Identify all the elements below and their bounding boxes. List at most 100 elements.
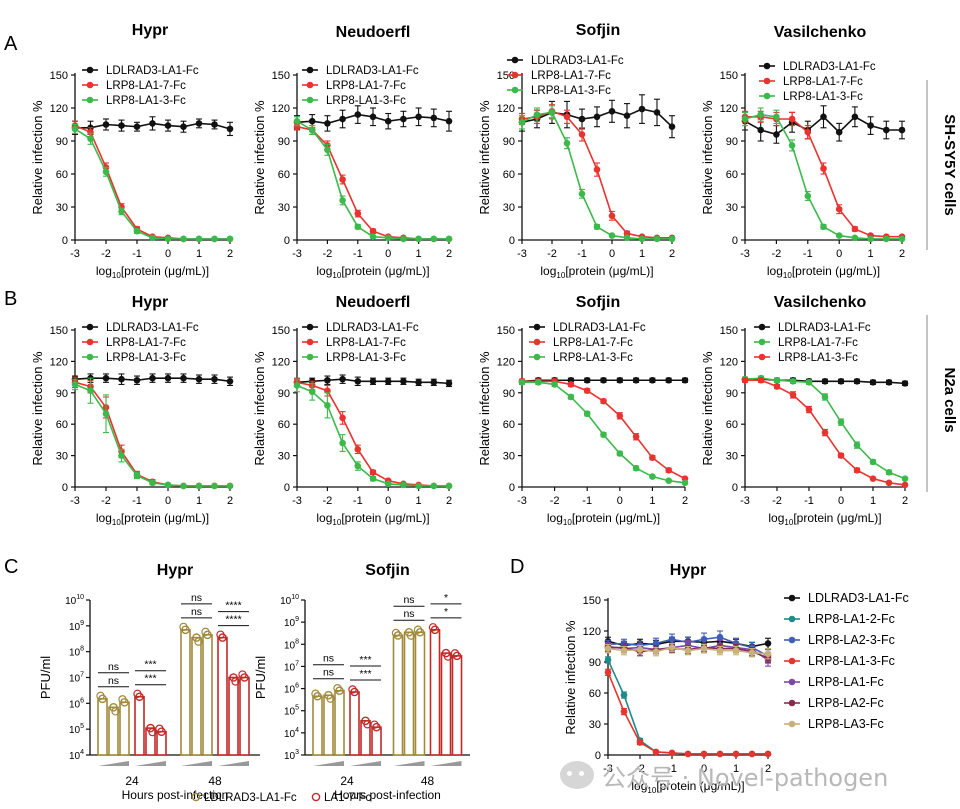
legend-label: LDLRAD3-LA1-Fc <box>778 322 871 334</box>
data-point <box>732 647 740 654</box>
y-tick-label: 109 <box>69 620 84 633</box>
data-point <box>851 113 859 121</box>
y-tick-base: 10 <box>284 662 296 673</box>
bar <box>108 706 119 756</box>
x-axis-label-part: log <box>631 779 647 793</box>
data-point <box>71 125 79 133</box>
data-point <box>149 120 156 127</box>
y-tick-label: 105 <box>284 705 299 718</box>
series-lrp8-la1-3-fc: LRP8-LA1-3-Fc <box>741 352 909 489</box>
bar <box>217 636 228 756</box>
data-point <box>443 652 453 661</box>
data-point <box>164 481 172 489</box>
legend-label: LA1-7-Fc <box>324 792 372 804</box>
y-tick-label: 60 <box>278 169 290 181</box>
y-axis-label: Relative infection % <box>477 351 492 466</box>
data-point <box>324 146 331 154</box>
y-tick-exp: 9 <box>80 620 84 627</box>
data-point <box>201 627 210 637</box>
series-lrp8-la1-3-fc: LRP8-LA1-3-Fc <box>604 654 895 758</box>
data-point <box>700 645 708 652</box>
legend-marker <box>763 77 771 85</box>
data-point <box>853 441 861 449</box>
legend-label: LRP8-LA1-7-Fc <box>553 337 633 349</box>
y-tick-label: 150 <box>497 70 515 82</box>
legend-marker <box>86 353 94 361</box>
data-point <box>652 648 660 655</box>
legend-marker <box>306 353 314 361</box>
legend-marker <box>533 338 541 346</box>
panel-letter-c: C <box>4 556 18 578</box>
x-axis-label-sub: 10 <box>784 518 793 527</box>
y-tick-label: 30 <box>503 451 515 463</box>
data-point <box>118 122 125 129</box>
x-tick-label: -3 <box>292 248 302 260</box>
y-tick-label: 30 <box>503 202 515 214</box>
data-point <box>789 391 797 399</box>
series-line <box>74 124 230 240</box>
data-point <box>533 111 541 118</box>
data-point <box>339 375 346 383</box>
data-point <box>563 139 571 147</box>
x-tick-label: 1 <box>868 248 874 260</box>
series-line <box>745 116 902 238</box>
data-point <box>757 376 765 384</box>
legend-label: LRP8-LA3-Fc <box>808 717 884 731</box>
legend-marker <box>758 353 766 361</box>
legend-marker <box>763 92 771 100</box>
legend-label: LRP8-LA1-3-Fc <box>778 352 858 364</box>
x-tick-label: -1 <box>132 248 142 260</box>
data-point <box>851 225 859 233</box>
legend-marker <box>86 96 94 104</box>
x-axis-label-sub: 10 <box>563 518 572 527</box>
time-label: 48 <box>421 774 435 788</box>
x-tick-label: -1 <box>132 495 142 507</box>
data-point <box>885 379 893 386</box>
sig-label: ns <box>108 661 119 673</box>
series-line <box>607 672 768 755</box>
data-point <box>384 234 392 242</box>
data-point <box>339 414 346 422</box>
data-point <box>567 393 575 401</box>
data-point <box>146 723 155 733</box>
data-point <box>369 469 377 476</box>
legend-marker <box>86 81 94 89</box>
x-axis-label: log10[protein (μg/mL)] <box>96 511 209 527</box>
chart-title: Sofjin <box>365 562 409 579</box>
data-point <box>748 750 756 758</box>
bar-group <box>216 630 250 766</box>
bar-group <box>391 625 426 766</box>
y-tick-label: 30 <box>726 451 738 463</box>
data-point <box>578 115 586 123</box>
legend-label: LRP8-LA1-2-Fc <box>808 612 895 626</box>
data-point <box>757 111 764 118</box>
concentration-wedge <box>135 761 166 766</box>
series-lrp8-la1-3-fc: LRP8-LA1-3-Fc <box>518 352 689 487</box>
bar <box>202 633 213 756</box>
y-tick-label: 107 <box>69 672 84 685</box>
data-point <box>148 727 157 737</box>
legend-label: LRP8-LA1-7-Fc <box>531 70 611 82</box>
y-axis-label: Relative infection % <box>477 100 492 215</box>
data-point <box>578 190 586 198</box>
x-tick-label: 2 <box>446 248 452 260</box>
legend-label: LRP8-LA1-Fc <box>808 675 884 689</box>
x-tick-label: 2 <box>682 495 688 507</box>
series-lrp8-la3-fc: LRP8-LA3-Fc <box>604 642 884 731</box>
x-axis-label-part: [protein (μg/mL)] <box>341 264 429 278</box>
data-point <box>333 683 342 693</box>
data-point <box>369 377 377 385</box>
data-point <box>883 126 890 134</box>
data-point <box>393 631 403 640</box>
data-point <box>195 120 203 127</box>
y-tick-label: 120 <box>272 103 290 115</box>
data-point <box>339 439 346 447</box>
x-axis-label-part: [protein (μg/mL)] <box>121 511 209 525</box>
y-tick-label: 90 <box>589 657 601 669</box>
data-point <box>764 640 772 647</box>
x-tick-label: 1 <box>649 495 655 507</box>
x-axis-label: Hours post-infection <box>334 788 441 802</box>
bar <box>134 695 145 756</box>
y-tick-label: 0 <box>509 235 515 247</box>
side-label-a: SH-SY5Y cells <box>941 114 958 215</box>
